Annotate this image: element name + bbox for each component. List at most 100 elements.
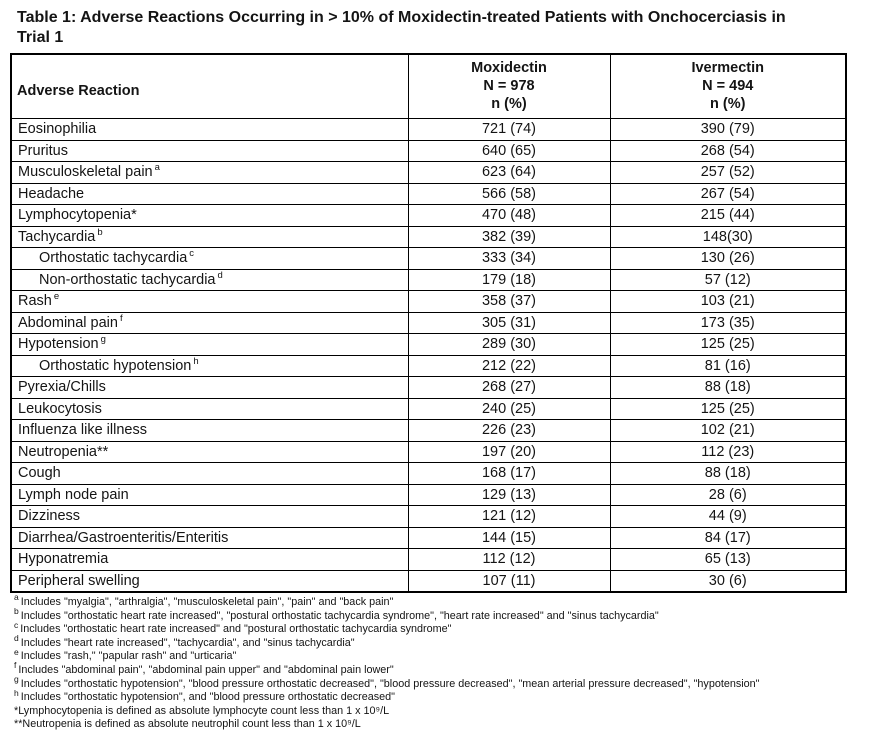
table-title: Table 1: Adverse Reactions Occurring in … — [17, 8, 878, 47]
table-row: Musculoskeletal pain a 623 (64) 257 (52) — [10, 161, 847, 184]
footnote-marker: e — [14, 646, 19, 657]
moxidectin-value-cell: 305 (31) — [407, 311, 611, 335]
ivermectin-value-cell: 65 (13) — [609, 548, 847, 571]
adverse-reaction-label: Cough — [18, 465, 61, 482]
table-row: Neutropenia** 197 (20) 112 (23) — [10, 440, 847, 464]
footnote-text: Includes "orthostatic hypotension", "blo… — [20, 677, 760, 690]
adverse-reaction-cell: Headache — [10, 182, 409, 206]
adverse-reaction-cell: Rash e — [10, 290, 409, 313]
footnote-text: Includes "heart rate increased", "tachyc… — [20, 636, 355, 649]
table-row: Peripheral swelling 107 (11) 30 (6) — [10, 569, 847, 593]
adverse-reaction-label: Headache — [18, 185, 85, 202]
adverse-reaction-cell: Dizziness — [10, 505, 409, 528]
footnote-text: Includes "rash," "papular rash" and "urt… — [20, 650, 237, 663]
ivermectin-value-cell: 125 (25) — [609, 397, 847, 421]
adverse-reaction-cell: Cough — [10, 462, 409, 485]
ivermectin-n-pct-label: n (%) — [710, 95, 746, 112]
adverse-reaction-cell: Leukocytosis — [10, 397, 409, 421]
ivermectin-value-cell: 44 (9) — [609, 505, 847, 528]
adverse-reaction-label: Rash — [18, 293, 52, 310]
adverse-reaction-cell: Pyrexia/Chills — [10, 376, 409, 399]
ivermectin-value-cell: 102 (21) — [609, 419, 847, 442]
adverse-reaction-label: Musculoskeletal pain — [18, 164, 153, 181]
moxidectin-value-cell: 289 (30) — [407, 333, 611, 356]
moxidectin-value-cell: 640 (65) — [407, 139, 611, 163]
document-page: Table 1: Adverse Reactions Occurring in … — [10, 8, 878, 731]
adverse-reaction-label: Orthostatic hypotension — [39, 357, 192, 374]
ivermectin-value-cell: 88 (18) — [609, 376, 847, 399]
adverse-reaction-cell: Hypotension g — [10, 333, 409, 356]
adverse-reaction-cell: Tachycardia b — [10, 225, 409, 249]
table-row: Orthostatic tachycardia c 333 (34) 130 (2… — [10, 247, 847, 270]
moxidectin-value-cell: 129 (13) — [407, 483, 611, 507]
table-row: Pruritus 640 (65) 268 (54) — [10, 139, 847, 163]
moxidectin-value-cell: 240 (25) — [407, 397, 611, 421]
adverse-reaction-label: Lymphocytopenia* — [18, 207, 137, 224]
adverse-reaction-label: Eosinophilia — [18, 121, 97, 138]
adverse-reaction-label: Pyrexia/Chills — [18, 379, 106, 396]
moxidectin-value-cell: 112 (12) — [407, 548, 611, 571]
row-footnote-marker: a — [154, 162, 160, 174]
ivermectin-value-cell: 112 (23) — [609, 440, 847, 464]
table-row: Orthostatic hypotension h 212 (22) 81 (16… — [10, 354, 847, 378]
adverse-reaction-cell: Orthostatic tachycardia c — [10, 247, 409, 270]
table-row: Hypotension g 289 (30) 125 (25) — [10, 333, 847, 356]
table-row: Hyponatremia 112 (12) 65 (13) — [10, 548, 847, 571]
ivermectin-drug-name: Ivermectin — [691, 59, 765, 76]
ivermectin-value-cell: 390 (79) — [609, 118, 847, 141]
footnote-line: h Includes "orthostatic hypotension", and… — [14, 687, 858, 705]
footnote-marker: h — [14, 687, 19, 698]
row-footnote-marker: h — [193, 355, 199, 367]
adverse-reaction-label: Diarrhea/Gastroenteritis/Enteritis — [18, 529, 229, 546]
ivermectin-value-cell: 81 (16) — [609, 354, 847, 378]
footnote-text: Includes "orthostatic heart rate increas… — [20, 609, 659, 622]
footnote-marker: * — [14, 704, 19, 717]
moxidectin-drug-name: Moxidectin — [471, 59, 547, 76]
ivermectin-value-cell: 130 (26) — [609, 247, 847, 270]
footnote-text: Includes "orthostatic hypotension", and … — [20, 691, 395, 704]
footnote-line: g Includes "orthostatic hypotension", "bl… — [14, 675, 858, 692]
column-header-ivermectin: Ivermectin N = 494 n (%) — [609, 53, 847, 120]
adverse-reaction-cell: Influenza like illness — [10, 419, 409, 442]
footnote-line: d Includes "heart rate increased", "tachy… — [14, 634, 858, 651]
moxidectin-value-cell: 721 (74) — [407, 118, 611, 141]
footnote-text: Includes "myalgia", "arthralgia", "muscu… — [20, 596, 394, 609]
adverse-reaction-cell: Eosinophilia — [10, 118, 409, 141]
adverse-reaction-cell: Pruritus — [10, 139, 409, 163]
table-row: Lymph node pain 129 (13) 28 (6) — [10, 483, 847, 507]
footnote-line: c Includes "orthostatic heart rate increa… — [14, 619, 858, 637]
adverse-reaction-label: Peripheral swelling — [18, 572, 140, 589]
column-header-adverse-reaction: Adverse Reaction — [10, 53, 409, 120]
ivermectin-value-cell: 173 (35) — [609, 311, 847, 335]
adverse-reaction-label: Non-orthostatic tachycardia — [39, 271, 216, 288]
ivermectin-value-cell: 125 (25) — [609, 333, 847, 356]
ivermectin-value-cell: 148(30) — [609, 225, 847, 249]
ivermectin-value-cell: 30 (6) — [609, 569, 847, 593]
adverse-reaction-cell: Non-orthostatic tachycardia d — [10, 268, 409, 292]
ivermectin-value-cell: 215 (44) — [609, 204, 847, 227]
ivermectin-n-count: N = 494 — [702, 77, 754, 94]
row-footnote-marker: c — [189, 248, 195, 260]
adverse-reaction-cell: Neutropenia** — [10, 440, 409, 464]
footnote-marker: c — [14, 619, 19, 630]
moxidectin-value-cell: 179 (18) — [407, 268, 611, 292]
footnote-line: e Includes "rash," "papular rash" and "ur… — [14, 646, 858, 664]
adverse-reaction-label: Lymph node pain — [18, 486, 129, 503]
footnote-marker: b — [14, 606, 19, 617]
table-row: Influenza like illness 226 (23) 102 (21) — [10, 419, 847, 442]
table-row: Pyrexia/Chills 268 (27) 88 (18) — [10, 376, 847, 399]
table-row: Lymphocytopenia* 470 (48) 215 (44) — [10, 204, 847, 227]
table-row: Eosinophilia 721 (74) 390 (79) — [10, 118, 847, 141]
ivermectin-value-cell: 103 (21) — [609, 290, 847, 313]
adverse-reaction-label: Hyponatremia — [18, 551, 109, 568]
moxidectin-value-cell: 470 (48) — [407, 204, 611, 227]
footnote-marker: ** — [14, 718, 23, 731]
moxidectin-n-pct-label: n (%) — [491, 95, 527, 112]
moxidectin-value-cell: 226 (23) — [407, 419, 611, 442]
adverse-reaction-label: Leukocytosis — [18, 400, 102, 417]
footnote-text: Includes "orthostatic heart rate increas… — [20, 623, 452, 636]
footnote-line: f Includes "abdominal pain", "abdominal p… — [14, 661, 858, 678]
footnote-line: *Lymphocytopenia is defined as absolute … — [14, 705, 858, 719]
moxidectin-value-cell: 566 (58) — [407, 182, 611, 206]
table-row: Tachycardia b 382 (39) 148(30) — [10, 225, 847, 249]
